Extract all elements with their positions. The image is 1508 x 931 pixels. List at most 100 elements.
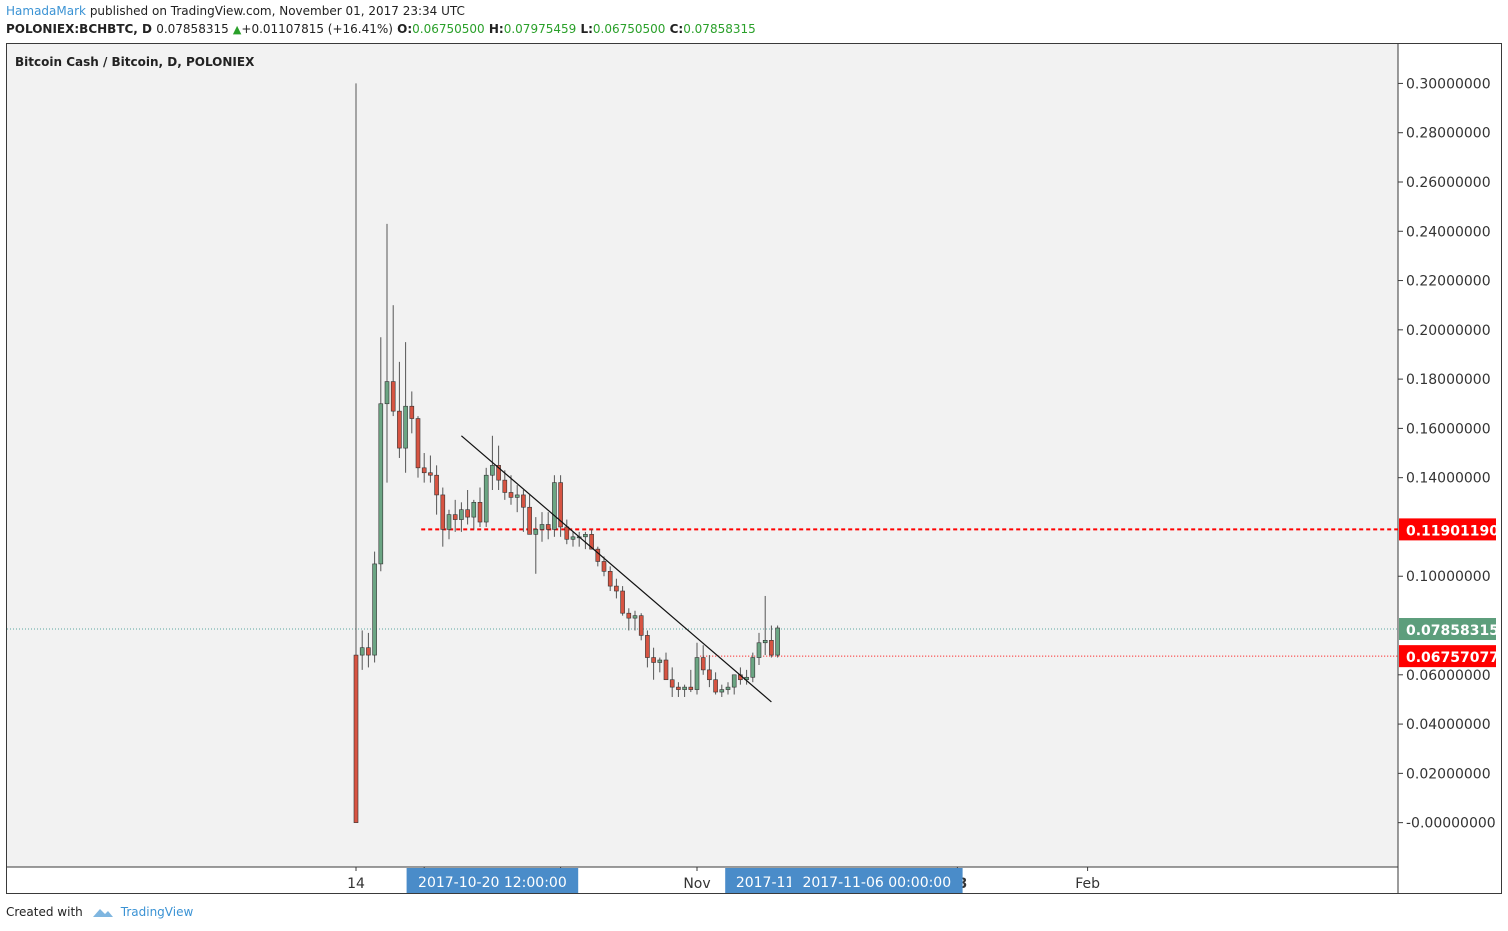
candle[interactable]: [750, 652, 756, 683]
candle-body: [657, 659, 663, 663]
tradingview-cloud-icon: [92, 909, 113, 917]
candle[interactable]: [651, 647, 656, 680]
y-tick-label: 0.10000000: [1406, 569, 1491, 585]
candle[interactable]: [762, 595, 768, 656]
candle[interactable]: [384, 223, 390, 483]
candle-body: [440, 494, 446, 530]
candle[interactable]: [688, 669, 694, 693]
low-value: 0.06750500: [592, 22, 666, 36]
plot-pane[interactable]: [7, 44, 1398, 867]
candle[interactable]: [663, 652, 669, 681]
candle[interactable]: [477, 487, 483, 527]
candle[interactable]: [682, 684, 687, 697]
candle-body: [564, 526, 570, 540]
candle-body: [620, 590, 625, 614]
candle[interactable]: [434, 465, 439, 515]
candle-body: [415, 418, 421, 469]
candle[interactable]: [614, 578, 619, 599]
candle[interactable]: [626, 608, 632, 631]
candle[interactable]: [589, 529, 594, 550]
candle[interactable]: [731, 674, 737, 695]
candle[interactable]: [390, 305, 396, 417]
candle[interactable]: [372, 551, 377, 663]
candle[interactable]: [632, 610, 638, 631]
candle[interactable]: [378, 337, 384, 572]
candle[interactable]: [415, 416, 421, 478]
y-tick-label: 0.22000000: [1406, 274, 1491, 290]
candle-body: [527, 506, 532, 535]
candle[interactable]: [719, 684, 725, 697]
candle-body: [762, 640, 768, 644]
y-tick-label: 0.30000000: [1406, 76, 1491, 92]
candle[interactable]: [676, 682, 681, 697]
candle[interactable]: [428, 455, 433, 483]
price-label-text: 0.07858315: [1406, 623, 1499, 639]
trend-line[interactable]: [461, 435, 772, 703]
candle-body: [570, 536, 576, 540]
price-label-bg: [1399, 645, 1496, 668]
candle[interactable]: [583, 531, 588, 550]
candle[interactable]: [502, 470, 508, 500]
candle[interactable]: [465, 489, 470, 525]
candle[interactable]: [508, 475, 514, 505]
candle[interactable]: [459, 502, 464, 532]
candle[interactable]: [440, 487, 446, 547]
candle[interactable]: [353, 83, 359, 823]
candle[interactable]: [514, 485, 520, 513]
candle[interactable]: [607, 566, 613, 592]
candle[interactable]: [421, 453, 427, 483]
candle[interactable]: [359, 630, 365, 670]
candle[interactable]: [570, 531, 576, 547]
candle-body: [533, 529, 539, 535]
author-link[interactable]: HamadaMark: [6, 4, 86, 18]
low-label: L:: [580, 22, 593, 36]
candle[interactable]: [756, 632, 762, 665]
candle[interactable]: [366, 632, 371, 668]
candle[interactable]: [483, 467, 489, 527]
candle[interactable]: [545, 512, 551, 540]
candle[interactable]: [601, 556, 607, 577]
tradingview-link[interactable]: TradingView: [120, 905, 194, 919]
candle-body: [707, 669, 712, 681]
candle[interactable]: [775, 625, 780, 658]
candle[interactable]: [409, 391, 415, 434]
candle[interactable]: [700, 645, 706, 675]
candle[interactable]: [471, 499, 477, 530]
candle[interactable]: [452, 499, 458, 532]
candle[interactable]: [403, 342, 408, 473]
candle[interactable]: [533, 517, 539, 574]
chart-title: Bitcoin Cash / Bitcoin, D, POLONIEX: [15, 55, 255, 69]
candle[interactable]: [657, 657, 663, 673]
candle[interactable]: [713, 672, 718, 695]
candle-body: [607, 571, 613, 587]
chart-frame[interactable]: 0.30000000 0.28000000 0.26000000 0.24000000…: [6, 43, 1502, 894]
footer: Created with TradingView: [6, 905, 193, 919]
candle[interactable]: [552, 475, 557, 537]
price-label: 0.07858315: [1399, 618, 1499, 641]
candle-body: [601, 561, 607, 572]
candle-body: [353, 654, 359, 823]
candle[interactable]: [645, 630, 650, 668]
candle[interactable]: [558, 475, 563, 537]
candle[interactable]: [397, 361, 402, 458]
open-value: 0.06750500: [412, 22, 485, 36]
candle[interactable]: [521, 489, 526, 532]
price-label-text: 0.11901190: [1406, 523, 1499, 539]
symbol-header: POLONIEX:BCHBTC, D 0.07858315 ▲+0.011078…: [6, 21, 756, 38]
candle[interactable]: [638, 613, 644, 641]
price-chart[interactable]: 0.30000000 0.28000000 0.26000000 0.24000000…: [7, 44, 1501, 893]
crosshair-label-bg: [406, 868, 579, 893]
candle[interactable]: [725, 682, 731, 695]
candle-body: [638, 615, 644, 636]
candle[interactable]: [539, 512, 545, 542]
candle[interactable]: [669, 667, 675, 697]
candle[interactable]: [527, 494, 532, 535]
candle[interactable]: [707, 655, 712, 688]
candle[interactable]: [446, 509, 452, 540]
candle[interactable]: [694, 642, 700, 695]
candle[interactable]: [769, 625, 774, 658]
candle-body: [366, 647, 371, 656]
candle-body: [384, 381, 390, 405]
candle-body: [409, 405, 415, 419]
candle[interactable]: [620, 586, 625, 616]
